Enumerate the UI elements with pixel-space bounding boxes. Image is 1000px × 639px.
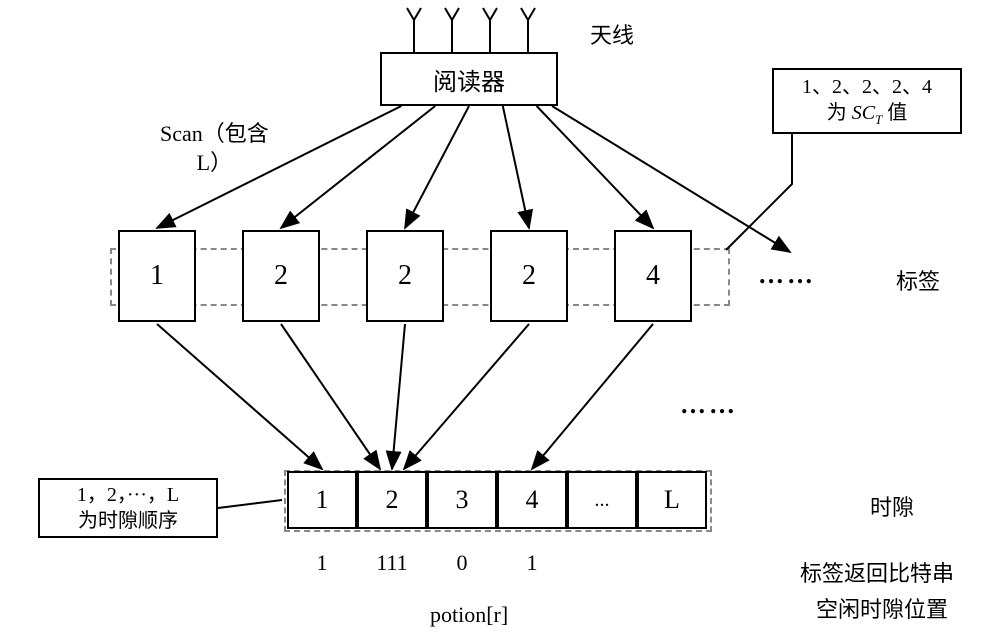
slot-cell: L	[637, 471, 707, 529]
bit-segment: 1	[317, 550, 328, 576]
callout-order: 1，2，···，L 为时隙顺序	[38, 478, 218, 538]
tag-cell: 2	[490, 230, 568, 322]
tag-value: 2	[522, 260, 536, 292]
tag-value: 2	[398, 260, 412, 292]
antenna-label: 天线	[590, 18, 634, 50]
reader-label: 阅读器	[433, 62, 505, 97]
slot-cell: 1	[287, 471, 357, 529]
tag-side-label: 标签	[896, 264, 940, 296]
mid-dots: ……	[680, 390, 738, 420]
callout-sc-line2: 为 SCT 值	[827, 100, 908, 129]
slot-cell: 4	[497, 471, 567, 529]
tag-cell: 2	[366, 230, 444, 322]
tag-cell: 1	[118, 230, 196, 322]
bit-label-2: 空闲时隙位置	[816, 592, 948, 624]
callout-sc-sc: SC	[852, 102, 875, 124]
tag-cell: 2	[242, 230, 320, 322]
callout-sc: 1、2、2、2、4 为 SCT 值	[772, 68, 962, 134]
tag-value: 4	[646, 260, 660, 292]
slot-cell: 3	[427, 471, 497, 529]
slot-cell: 2	[357, 471, 427, 529]
slot-value: L	[664, 485, 680, 515]
slot-cell: ...	[567, 471, 637, 529]
callout-order-text: 1，2，···，L 为时隙顺序	[77, 482, 179, 534]
scan-label: Scan（包含 L）	[160, 120, 269, 177]
callout-sc-prefix: 为	[827, 102, 852, 124]
tag-value: 2	[274, 260, 288, 292]
slot-value: 1	[316, 485, 329, 515]
reader-box: 阅读器	[380, 52, 558, 106]
slot-value: ...	[595, 489, 610, 512]
bit-segment: 1	[527, 550, 538, 576]
potion-label: potion[r]	[430, 602, 508, 628]
bit-segment: 111	[376, 550, 407, 576]
slot-side-label: 时隙	[870, 490, 914, 522]
bit-label-1: 标签返回比特串	[800, 556, 954, 588]
bit-segment: 0	[457, 550, 468, 576]
tag-dots-1: ……	[758, 260, 816, 290]
callout-sc-line1: 1、2、2、2、4	[802, 74, 932, 100]
tag-value: 1	[150, 260, 164, 292]
slot-value: 4	[526, 485, 539, 515]
tag-cell: 4	[614, 230, 692, 322]
slot-value: 3	[456, 485, 469, 515]
callout-sc-suffix: 值	[882, 102, 907, 124]
slot-value: 2	[386, 485, 399, 515]
